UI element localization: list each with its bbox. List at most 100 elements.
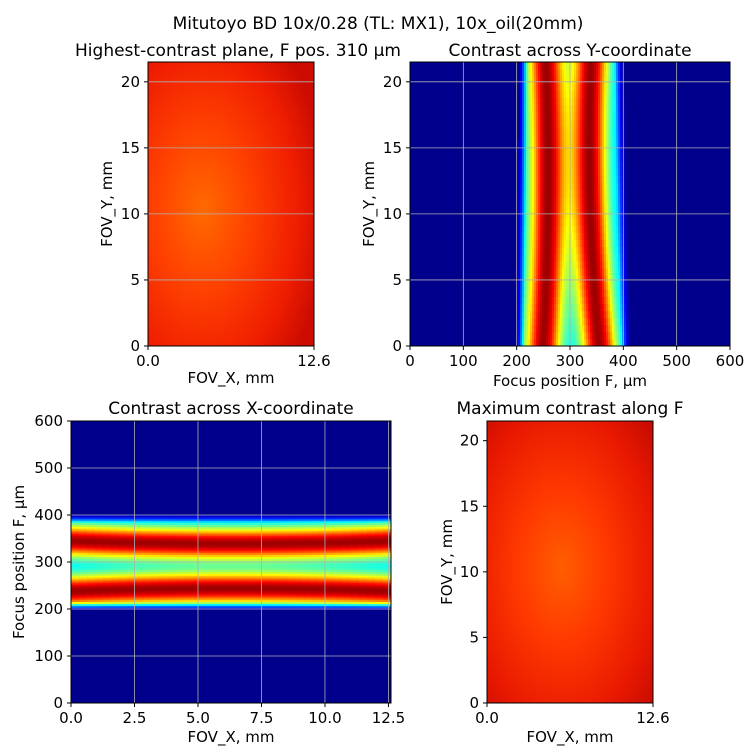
- p2-cell: [548, 218, 551, 226]
- p3-cell: [359, 563, 368, 567]
- p3-cell: [215, 518, 224, 522]
- p2-cell: [552, 225, 555, 233]
- p3-cell: [279, 518, 288, 522]
- p2-cell: [550, 182, 553, 191]
- p3-cell: [287, 607, 296, 610]
- p2-cell: [580, 331, 583, 340]
- p2-cell: [524, 175, 527, 184]
- p2-cell: [530, 90, 533, 99]
- p3-cell: [271, 550, 280, 554]
- p2-cell: [548, 62, 551, 70]
- p2-cell: [564, 175, 567, 184]
- p3-cell: [367, 531, 376, 535]
- p2-cell: [522, 69, 525, 77]
- p2-cell: [600, 133, 603, 141]
- p3-cell: [351, 515, 360, 518]
- p2-cell: [532, 275, 535, 283]
- p2-cell: [544, 317, 547, 326]
- p2-cell: [528, 232, 531, 241]
- p2-cell: [562, 253, 565, 262]
- p3-cell: [223, 546, 232, 550]
- p2-cell: [554, 168, 557, 177]
- p2-cell: [586, 310, 589, 319]
- p2-cell: [518, 161, 521, 170]
- p2-cell: [618, 90, 621, 99]
- p2-cell: [588, 260, 591, 269]
- p2-cell: [544, 246, 547, 255]
- p2-cell: [602, 218, 605, 226]
- p2-cell: [610, 90, 613, 99]
- p3-cell: [335, 530, 344, 533]
- p2-cell: [608, 189, 611, 198]
- p3-cell: [263, 528, 272, 531]
- p3-cell: [207, 586, 216, 589]
- p2-cell: [524, 154, 527, 162]
- p3-cell: [351, 588, 360, 591]
- p2-cell: [534, 275, 537, 283]
- p2-cell: [522, 182, 525, 191]
- p2-cell: [614, 303, 617, 312]
- p2-cell: [534, 218, 537, 226]
- p2-cell: [614, 118, 617, 127]
- p2-cell: [554, 196, 557, 205]
- p2-cell: [540, 225, 543, 233]
- p2-cell: [560, 303, 563, 312]
- p2-cell: [566, 104, 569, 113]
- p2-cell: [552, 196, 555, 205]
- p2-cell: [538, 76, 541, 84]
- p2-cell: [552, 111, 555, 120]
- p3-cell: [79, 535, 88, 539]
- p3-cell: [231, 539, 240, 542]
- p2-cell: [578, 324, 581, 333]
- p2-cell: [536, 111, 539, 120]
- p2-cell: [530, 317, 533, 326]
- p3-cell: [199, 533, 208, 537]
- p3-cell: [383, 601, 391, 604]
- p3-cell: [311, 569, 320, 572]
- p2-cell: [582, 303, 585, 312]
- p2-cell: [614, 204, 617, 212]
- p3-cell: [151, 558, 160, 561]
- p3-cell: [207, 597, 216, 601]
- p3-cell: [375, 543, 384, 546]
- p3-cell: [119, 571, 128, 574]
- p2-cell: [590, 218, 593, 226]
- p3-cell: [167, 563, 176, 567]
- p2-cell: [518, 154, 521, 162]
- p3-cell: [303, 563, 312, 567]
- p2-cell: [566, 296, 569, 304]
- p3-cell: [135, 541, 144, 544]
- p2-cell: [582, 317, 585, 326]
- p3-cell: [383, 580, 391, 584]
- p2-cell: [586, 189, 589, 198]
- p2-cell: [558, 310, 561, 319]
- p3-cell: [271, 586, 280, 589]
- p3-cell: [143, 588, 152, 591]
- p2-cell: [600, 211, 603, 219]
- p3-cell: [191, 524, 200, 527]
- p2-cell: [596, 338, 599, 346]
- p3-cell: [383, 556, 391, 559]
- p3-cell: [367, 545, 376, 548]
- p2-cell: [590, 310, 593, 319]
- p2-cell: [574, 303, 577, 312]
- p3-cell: [319, 548, 328, 552]
- p2-cell: [566, 204, 569, 212]
- p2-cell: [570, 161, 573, 170]
- p2-cell: [582, 189, 585, 198]
- p3-cell: [119, 516, 128, 520]
- p3-cell: [263, 530, 272, 533]
- p3-cell: [71, 554, 80, 557]
- p2-cell: [542, 260, 545, 269]
- p3-cell: [263, 531, 272, 535]
- p2-cell: [588, 175, 591, 184]
- p3-cell: [351, 580, 360, 584]
- p3-cell: [343, 578, 352, 582]
- p2-cell: [596, 133, 599, 141]
- p2-cell: [602, 83, 605, 91]
- p3-cell: [279, 567, 288, 571]
- p2-cell: [610, 204, 613, 212]
- p3-ytick-label-4: 400: [34, 506, 63, 524]
- p3-cell: [287, 546, 296, 550]
- p2-cell: [592, 90, 595, 99]
